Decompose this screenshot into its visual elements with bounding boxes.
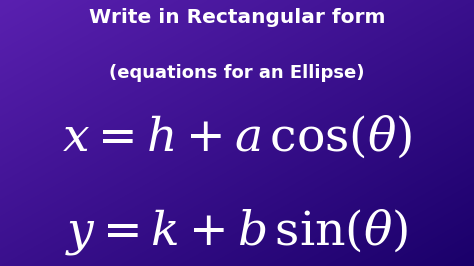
Text: (equations for an Ellipse): (equations for an Ellipse) bbox=[109, 64, 365, 82]
Text: $x = h + a\,\cos(\theta)$: $x = h + a\,\cos(\theta)$ bbox=[62, 114, 412, 161]
Text: Write in Rectangular form: Write in Rectangular form bbox=[89, 8, 385, 27]
Text: $y = k + b\,\sin(\theta)$: $y = k + b\,\sin(\theta)$ bbox=[65, 207, 409, 257]
